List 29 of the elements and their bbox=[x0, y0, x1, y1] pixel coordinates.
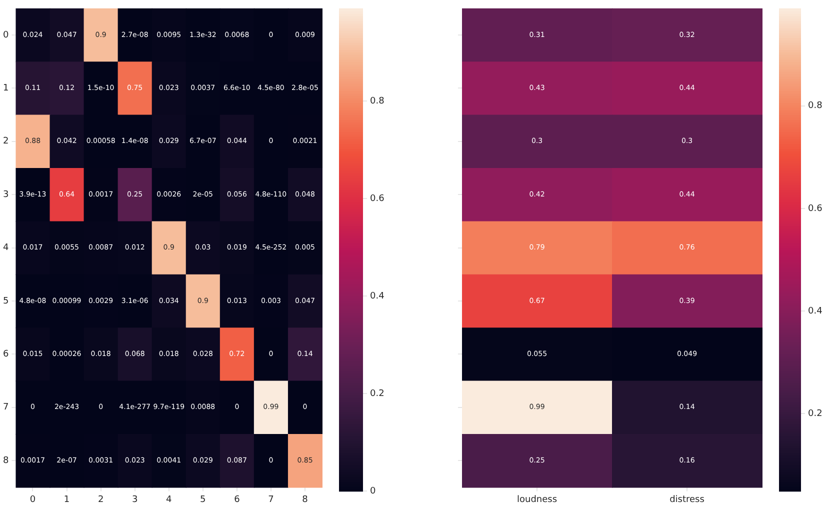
color-bar-label: 0.8 bbox=[370, 96, 385, 106]
x-tick-label: 8 bbox=[302, 494, 308, 505]
y-tick-label: 4 bbox=[2, 243, 9, 254]
y-tick-label: 3 bbox=[2, 190, 9, 200]
x-tick-label: 7 bbox=[268, 494, 274, 505]
y-tick-label: 8 bbox=[2, 456, 9, 466]
color-bar-label: 0.4 bbox=[370, 291, 385, 302]
color-bar-label: 0.2 bbox=[808, 408, 822, 419]
color-bar-label: 0.6 bbox=[370, 194, 385, 204]
y-tick-label: 6 bbox=[2, 350, 9, 360]
x-tick-label: 3 bbox=[132, 494, 138, 505]
y-tick-label: 7 bbox=[2, 402, 9, 413]
x-tick-label: 1 bbox=[64, 494, 70, 505]
color-bar-label: 0.8 bbox=[808, 101, 823, 112]
x-tick-label: 5 bbox=[200, 494, 206, 505]
y-tick-label: 0 bbox=[2, 30, 9, 40]
y-tick-label: 5 bbox=[2, 296, 9, 306]
x-tick-label: 2 bbox=[98, 494, 104, 505]
y-tick-label: 2 bbox=[2, 136, 9, 147]
x-tick-label: 4 bbox=[166, 494, 172, 505]
color-bar-label: 0.2 bbox=[370, 388, 384, 399]
color-bar-label: 0.6 bbox=[808, 204, 823, 214]
color-bar-label: 0 bbox=[370, 486, 376, 496]
x-tick-label: 0 bbox=[30, 494, 36, 505]
y-tick-label: 1 bbox=[2, 84, 9, 94]
x-tick-label: distress bbox=[670, 494, 705, 505]
x-tick-label: loudness bbox=[516, 494, 558, 505]
color-bar-label: 0.4 bbox=[808, 306, 823, 316]
x-tick-label: 6 bbox=[234, 494, 240, 505]
